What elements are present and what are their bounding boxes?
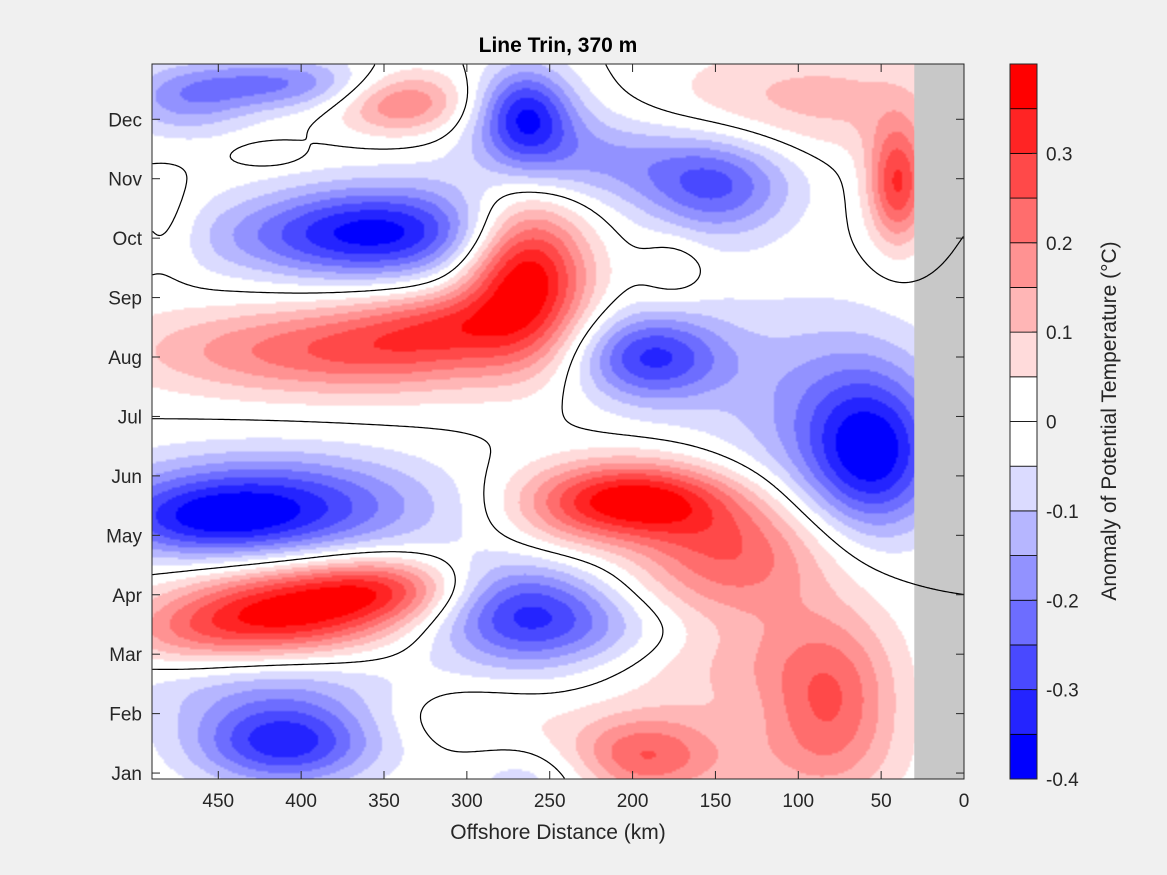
x-tick-label: 450 — [202, 791, 234, 812]
y-tick-label: May — [106, 526, 142, 547]
zero-contour-lines — [152, 64, 964, 779]
y-tick-label: Dec — [108, 110, 142, 131]
colorbar-label: Anomaly of Potential Temperature (°C) — [1098, 241, 1121, 600]
y-tick-label: Jul — [118, 407, 142, 428]
colorbar-tick-label: -0.1 — [1046, 502, 1079, 523]
colorbar-tick-label: 0 — [1046, 413, 1057, 434]
colorbar-block — [1009, 63, 1038, 110]
x-axis-ticks: 450 400 350 300 250 200 150 100 50 0 — [202, 64, 969, 812]
x-tick-label: 150 — [700, 791, 732, 812]
colorbar: 0.3 0.2 0.1 0 -0.1 -0.2 -0.3 -0.4 Anomaly of Po… — [1009, 63, 1121, 791]
colorbar-block — [1009, 242, 1038, 288]
anomaly-field-image — [152, 64, 964, 779]
colorbar-ticks: 0.3 0.2 0.1 0 -0.1 -0.2 -0.3 -0.4 — [1032, 144, 1079, 791]
y-tick-label: Jun — [111, 467, 142, 488]
x-tick-label: 250 — [534, 791, 566, 812]
colorbar-block — [1009, 331, 1038, 378]
x-tick-label: 0 — [959, 791, 970, 812]
y-tick-label: Jan — [111, 764, 142, 785]
colorbar-block — [1009, 555, 1038, 601]
y-tick-label: Oct — [112, 229, 142, 250]
no-data-region — [914, 64, 964, 779]
colorbar-block — [1009, 197, 1038, 244]
colorbar-block — [1009, 108, 1038, 154]
x-tick-label: 400 — [285, 791, 317, 812]
colorbar-tick-label: -0.3 — [1046, 681, 1079, 702]
plot-frame — [151, 63, 965, 780]
x-tick-label: 100 — [782, 791, 814, 812]
colorbar-block — [1009, 287, 1038, 333]
x-tick-label: 350 — [368, 791, 400, 812]
colorbar-tick-label: -0.2 — [1046, 591, 1079, 612]
colorbar-block — [1009, 510, 1038, 556]
y-tick-label: Apr — [112, 586, 142, 607]
x-axis-label: Offshore Distance (km) — [450, 821, 666, 844]
plot-area: 450 400 350 300 250 200 150 100 50 0 Jan Feb Mar Apr… — [106, 63, 969, 812]
colorbar-tick-label: 0.2 — [1046, 234, 1072, 255]
colorbar-block — [1009, 689, 1038, 735]
colorbar-block — [1009, 644, 1038, 691]
colorbar-block — [1009, 152, 1038, 199]
colorbar-block — [1009, 421, 1038, 467]
colorbar-block — [1009, 465, 1038, 512]
y-tick-label: Feb — [109, 705, 142, 726]
y-tick-label: Mar — [109, 645, 142, 666]
colorbar-block — [1009, 376, 1038, 422]
colorbar-tick-label: 0.1 — [1046, 323, 1072, 344]
y-tick-label: Sep — [108, 289, 142, 310]
y-axis-ticks: Jan Feb Mar Apr May Jun Jul Aug Sep Oct Nov Dec — [106, 110, 964, 785]
colorbar-tick-label: -0.4 — [1046, 770, 1079, 791]
x-tick-label: 50 — [871, 791, 892, 812]
x-tick-label: 300 — [451, 791, 483, 812]
y-tick-label: Nov — [108, 170, 142, 191]
x-tick-label: 200 — [617, 791, 649, 812]
zero-contour-path — [152, 64, 964, 779]
chart-title: Line Trin, 370 m — [479, 34, 638, 57]
colorbar-block — [1009, 733, 1038, 780]
colorbar-block — [1009, 599, 1038, 646]
colorbar-tick-label: 0.3 — [1046, 144, 1072, 165]
y-tick-label: Aug — [108, 348, 142, 369]
